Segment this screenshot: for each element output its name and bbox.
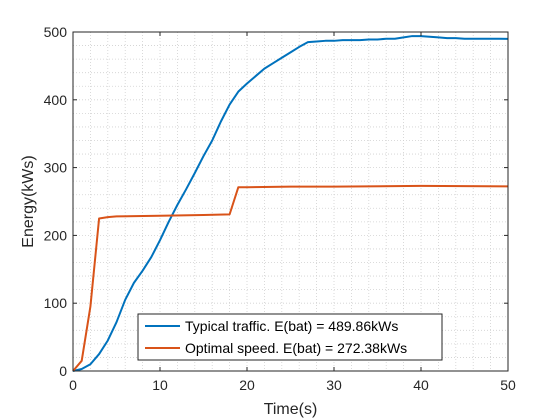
y-tick-label: 0 [59,363,67,379]
y-tick-label: 200 [44,227,68,243]
series-line-optimal-speed [72,184,509,372]
x-tick-label: 50 [500,377,516,393]
x-tick-label: 0 [69,377,77,393]
legend-box [137,313,443,361]
y-tick-label: 100 [44,295,68,311]
legend: Typical traffic. E(bat) = 489.86kWs Opti… [137,313,443,361]
x-tick-label: 40 [413,377,429,393]
legend-label-typical-traffic: Typical traffic. E(bat) = 489.86kWs [185,318,398,334]
plot-frame [72,31,509,372]
x-axis-label: Time(s) [264,401,318,418]
y-tick-label: 400 [44,92,68,108]
y-axis-label: Energy(kWs) [20,155,37,247]
series-layer [72,35,509,372]
y-tick-label: 300 [44,160,68,176]
y-tick-label: 500 [44,24,68,40]
legend-label-optimal-speed: Optimal speed. E(bat) = 272.38kWs [185,340,407,356]
x-tick-label: 10 [152,377,168,393]
x-tick-label: 30 [326,377,342,393]
series-line-typical-traffic [72,35,509,372]
x-tick-label: 20 [239,377,255,393]
